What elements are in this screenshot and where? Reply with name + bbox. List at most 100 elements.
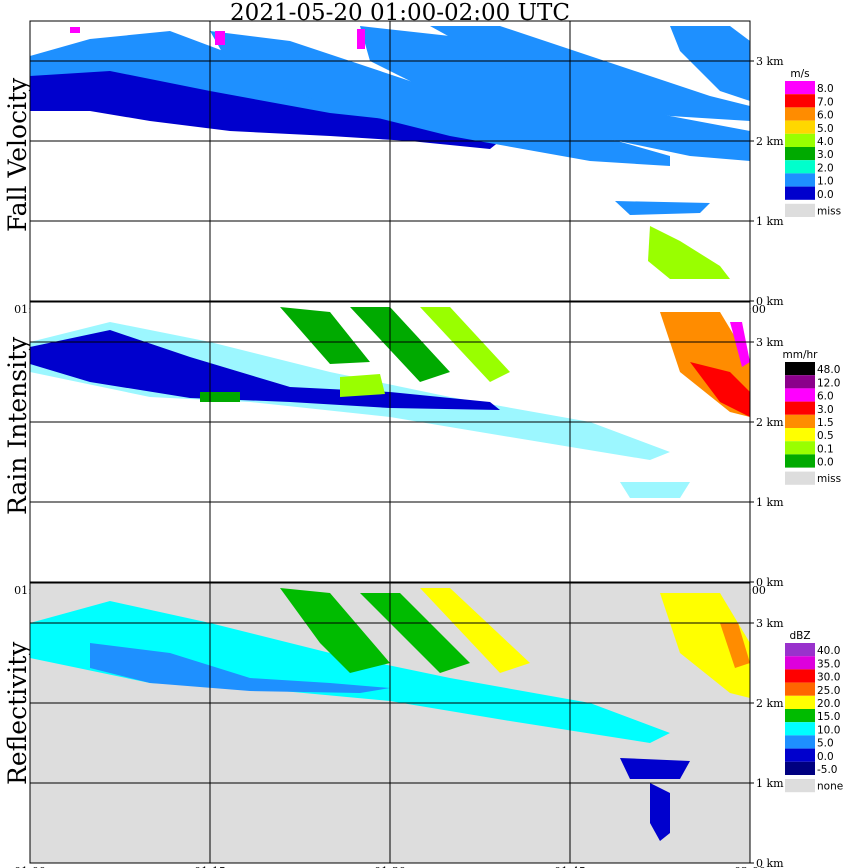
colorbar-missing-label: miss bbox=[817, 473, 841, 485]
y-tick-label: 1 km bbox=[756, 215, 784, 228]
echo-refl-streak bbox=[650, 783, 670, 841]
echo-refl-band-1 bbox=[280, 588, 390, 673]
colorbar-level-label: 7.0 bbox=[817, 96, 834, 108]
colorbar-level-label: 15.0 bbox=[817, 711, 840, 723]
colorbar-swatch bbox=[785, 682, 815, 696]
colorbar-unit: m/s bbox=[790, 68, 809, 80]
colorbar-swatch bbox=[785, 669, 815, 683]
colorbar-level-label: 1.5 bbox=[817, 417, 834, 429]
colorbar-level-label: 1.0 bbox=[817, 176, 834, 188]
echo-fall-magenta-2 bbox=[215, 31, 225, 45]
plot-frame bbox=[29, 582, 751, 864]
colorbar-swatch bbox=[785, 428, 815, 442]
echo-rain-band-2 bbox=[350, 307, 450, 382]
colorbar-level-label: 6.0 bbox=[817, 391, 834, 403]
colorbar-level-label: 0.0 bbox=[817, 457, 834, 469]
colorbar-level-label: 0.0 bbox=[817, 189, 834, 201]
colorbar-swatch bbox=[785, 120, 815, 134]
colorbar-level-label: 8.0 bbox=[817, 83, 834, 95]
colorbar-missing-label: miss bbox=[817, 205, 841, 217]
colorbar-swatch bbox=[785, 362, 815, 376]
panel-refl: 01:00 01:15 01:30 01:45 02:00 3 km 2 km 1 km 0 k… bbox=[14, 582, 843, 868]
x-tick-label: 02:00 bbox=[734, 865, 766, 868]
echo-fall-band-3 bbox=[430, 26, 750, 121]
echo-rain-cell-2 bbox=[340, 374, 385, 397]
echo-refl-band-2 bbox=[360, 593, 470, 673]
colorbar-level-label: 4.0 bbox=[817, 136, 834, 148]
colorbar-swatch bbox=[785, 173, 815, 187]
echo-rain-peak bbox=[730, 322, 750, 367]
echo-fall-lower bbox=[615, 201, 710, 215]
colorbar-missing-swatch bbox=[785, 471, 815, 485]
y-tick-label: 3 km bbox=[756, 617, 784, 630]
colorbar-swatch bbox=[785, 441, 815, 455]
colorbar-swatch bbox=[785, 709, 815, 723]
y-tick-label: 2 km bbox=[756, 697, 784, 710]
colorbar-swatch bbox=[785, 147, 815, 161]
panel-fall: 01:0001:1501:3001:4502:003 km2 km1 km0 k… bbox=[14, 20, 841, 316]
colorbar-level-label: 0.5 bbox=[817, 430, 834, 442]
echo-refl-lower bbox=[620, 758, 690, 779]
colorbar-level-label: 0.1 bbox=[817, 443, 834, 455]
y-tick-label: 0 km bbox=[756, 295, 784, 308]
colorbar-level-label: 40.0 bbox=[817, 645, 840, 657]
echo-fall-magenta-3 bbox=[357, 29, 365, 49]
y-tick-label: 0 km bbox=[756, 576, 784, 589]
colorbar-level-label: 2.0 bbox=[817, 162, 834, 174]
echo-rain-cell-1 bbox=[200, 392, 240, 402]
colorbar-swatch bbox=[785, 722, 815, 736]
y-tick-label: 2 km bbox=[756, 416, 784, 429]
colorbar-unit: mm/hr bbox=[783, 349, 819, 361]
colorbar-level-label: 5.0 bbox=[817, 123, 834, 135]
colorbar-level-label: 5.0 bbox=[817, 738, 834, 750]
echo-fall-band-1 bbox=[210, 31, 670, 166]
echo-rain-core bbox=[30, 330, 500, 410]
colorbar-swatch bbox=[785, 454, 815, 468]
colorbar-swatch bbox=[785, 748, 815, 762]
echo-fall-magenta-1 bbox=[70, 27, 80, 33]
y-tick-label: 0 km bbox=[756, 857, 784, 868]
colorbar-level-label: 3.0 bbox=[817, 149, 834, 161]
colorbar-level-label: 30.0 bbox=[817, 672, 840, 684]
colorbar-level-label: 35.0 bbox=[817, 658, 840, 670]
colorbar-level-label: 0.0 bbox=[817, 751, 834, 763]
colorbar-swatch bbox=[785, 388, 815, 402]
colorbar-level-label: -5.0 bbox=[817, 764, 838, 776]
colorbar-swatch bbox=[785, 133, 815, 147]
x-tick-label: 01:15 bbox=[194, 865, 226, 868]
colorbar-swatch bbox=[785, 94, 815, 108]
echo-fall-band-2 bbox=[360, 26, 750, 161]
y-tick-label: 1 km bbox=[756, 777, 784, 790]
echo-rain-intense bbox=[690, 362, 750, 417]
plot-frame bbox=[29, 301, 751, 583]
panel-rain: 01:0001:1501:3001:4502:003 km2 km1 km0 k… bbox=[14, 301, 841, 597]
colorbar-level-label: 12.0 bbox=[817, 377, 840, 389]
colorbar-missing-label: none bbox=[817, 781, 843, 793]
plot-frame bbox=[29, 20, 751, 302]
echo-refl-intense bbox=[720, 623, 750, 668]
echo-fall-band-4 bbox=[670, 26, 750, 101]
colorbar-level-label: 6.0 bbox=[817, 110, 834, 122]
y-tick-label: 3 km bbox=[756, 55, 784, 68]
y-tick-label: 3 km bbox=[756, 336, 784, 349]
colorbar-swatch bbox=[785, 186, 815, 200]
x-tick-label: 01:45 bbox=[554, 865, 586, 868]
colorbar-level-label: 25.0 bbox=[817, 685, 840, 697]
colorbar-swatch bbox=[785, 107, 815, 121]
echo-rain-band-1 bbox=[280, 307, 370, 364]
colorbar-swatch bbox=[785, 735, 815, 749]
colorbar-missing-swatch bbox=[785, 779, 815, 793]
colorbar-swatch bbox=[785, 401, 815, 415]
colorbar-swatch bbox=[785, 656, 815, 670]
echo-fall-green bbox=[648, 226, 730, 279]
y-tick-label: 1 km bbox=[756, 496, 784, 509]
colorbar-level-label: 10.0 bbox=[817, 724, 840, 736]
x-tick-label: 01:30 bbox=[374, 865, 406, 868]
colorbar-level-label: 48.0 bbox=[817, 364, 840, 376]
colorbar-swatch bbox=[785, 414, 815, 428]
colorbar-missing-swatch bbox=[785, 203, 815, 217]
colorbar-swatch bbox=[785, 761, 815, 775]
echo-refl-heavy bbox=[660, 593, 750, 698]
colorbar-swatch bbox=[785, 643, 815, 657]
